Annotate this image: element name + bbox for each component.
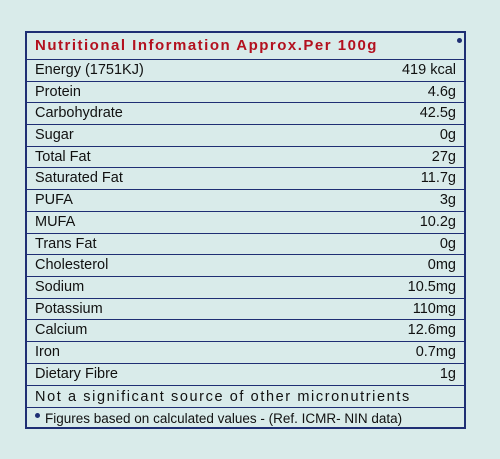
nutrient-name: Trans Fat [35, 235, 97, 252]
nutrient-name: Saturated Fat [35, 170, 123, 187]
footnote-marker-icon [457, 38, 462, 43]
table-row-iron: Iron 0.7mg [27, 340, 464, 363]
nutrient-name: Sugar [35, 127, 74, 144]
nutrient-name: Calcium [35, 322, 88, 339]
nutrient-value: 4.6g [427, 83, 456, 100]
table-row-protein: Protein 4.6g [27, 80, 464, 103]
micronutrient-note: Not a significant source of other micron… [27, 385, 464, 407]
nutrient-value: 12.6mg [407, 322, 456, 339]
nutrient-name: Sodium [35, 278, 85, 295]
table-row-dietary-fibre: Dietary Fibre 1g [27, 362, 464, 385]
nutrient-value: 0g [439, 235, 456, 252]
table-row-cholesterol: Cholesterol 0mg [27, 254, 464, 276]
nutrient-name: Iron [35, 343, 60, 360]
figures-note-text: Figures based on calculated values - (Re… [45, 411, 403, 426]
bullet-icon [35, 413, 40, 418]
nutrient-value: 42.5g [419, 105, 456, 122]
table-row-saturated-fat: Saturated Fat 11.7g [27, 167, 464, 189]
nutrient-value: 11.7g [420, 170, 456, 187]
nutrient-value: 3g [439, 192, 456, 209]
table-row-total-fat: Total Fat 27g [27, 145, 464, 168]
nutrient-value: 0g [439, 127, 456, 144]
nutrient-name: PUFA [35, 192, 73, 209]
table-row-carbohydrate: Carbohydrate 42.5g [27, 102, 464, 124]
nutrient-value: 0mg [427, 257, 456, 274]
table-row-sodium: Sodium 10.5mg [27, 275, 464, 298]
nutrition-panel: Nutritional Information Approx.Per 100g … [25, 31, 466, 429]
table-row-energy: Energy (1751KJ) 419 kcal [27, 59, 464, 81]
nutrient-value: 10.5mg [407, 278, 456, 295]
table-row-calcium: Calcium 12.6mg [27, 319, 464, 341]
nutrient-value: 110mg [412, 300, 456, 317]
micronutrient-note-text: Not a significant source of other micron… [35, 389, 411, 405]
nutrient-name: Potassium [35, 300, 103, 317]
nutrient-value: 27g [431, 148, 456, 165]
nutrient-value: 419 kcal [401, 62, 456, 78]
nutrient-name: Energy (1751KJ) [35, 62, 144, 78]
nutrient-name: Carbohydrate [35, 105, 123, 122]
nutrient-value: 1g [439, 365, 456, 382]
nutrient-name: Total Fat [35, 148, 91, 165]
table-row-trans-fat: Trans Fat 0g [27, 232, 464, 255]
nutrition-table: Energy (1751KJ) 419 kcal Protein 4.6g Ca… [27, 59, 464, 384]
nutrient-name: Cholesterol [35, 257, 109, 274]
nutrient-name: Dietary Fibre [35, 365, 118, 382]
nutrient-name: MUFA [35, 213, 76, 230]
figures-note: Figures based on calculated values - (Re… [27, 407, 464, 429]
panel-title-text: Nutritional Information Approx.Per 100g [35, 37, 378, 54]
table-row-potassium: Potassium 110mg [27, 297, 464, 320]
table-row-pufa: PUFA 3g [27, 189, 464, 211]
table-row-sugar: Sugar 0g [27, 124, 464, 146]
nutrient-value: 10.2g [419, 213, 456, 230]
nutrient-name: Protein [35, 83, 81, 100]
panel-title: Nutritional Information Approx.Per 100g [27, 33, 464, 59]
nutrient-value: 0.7mg [415, 343, 456, 360]
table-row-mufa: MUFA 10.2g [27, 210, 464, 233]
